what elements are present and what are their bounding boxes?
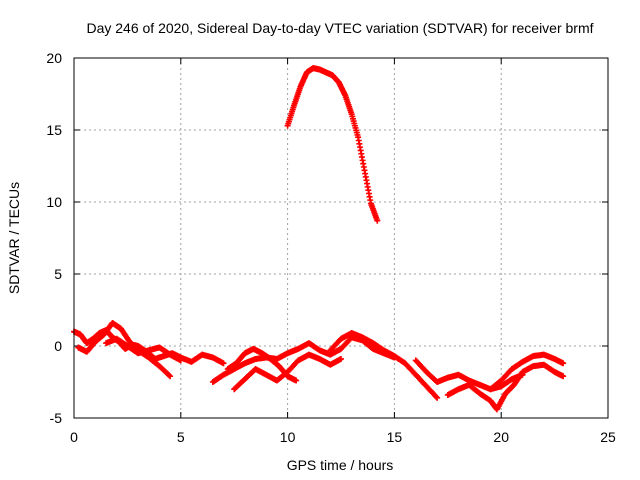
x-tick-label: 20 [493,429,509,445]
x-tick-label: 25 [600,429,616,445]
y-tick-label: 0 [54,338,62,354]
data-points [71,65,567,413]
data-point [433,393,440,400]
data-point [434,394,441,401]
series-arc-11 [487,351,567,393]
series-arc-10 [444,361,567,413]
data-point [220,360,227,367]
series-arc-5 [231,351,344,393]
series-arc-8 [284,65,381,224]
series-arc-7 [327,330,441,401]
series-arc-3 [103,335,184,364]
data-point [166,372,173,379]
y-tick-label: 20 [46,50,62,66]
y-ticks: -5 0 5 10 15 20 [46,50,608,426]
y-axis-label: SDTVAR / TECUs [6,182,22,294]
x-ticks: 0 5 10 15 20 25 [70,58,616,445]
y-tick-label: 15 [46,122,62,138]
data-point [560,373,567,380]
x-tick-label: 15 [387,429,403,445]
data-point [167,373,174,380]
x-tick-label: 5 [177,429,185,445]
series-arc-2 [75,319,174,380]
y-tick-label: 10 [46,194,62,210]
series-arc-6 [224,345,300,384]
data-point [177,357,184,364]
plot-frame [73,57,609,419]
chart-title: Day 246 of 2020, Sidereal Day-to-day VTE… [86,20,593,36]
x-tick-label: 10 [280,429,296,445]
data-point [374,217,381,224]
x-axis-label: GPS time / hours [287,457,394,473]
data-point [560,360,567,367]
y-tick-label: -5 [50,410,63,426]
data-point [338,355,344,362]
x-tick-label: 0 [70,429,78,445]
data-point [293,377,300,384]
y-tick-label: 5 [54,266,62,282]
